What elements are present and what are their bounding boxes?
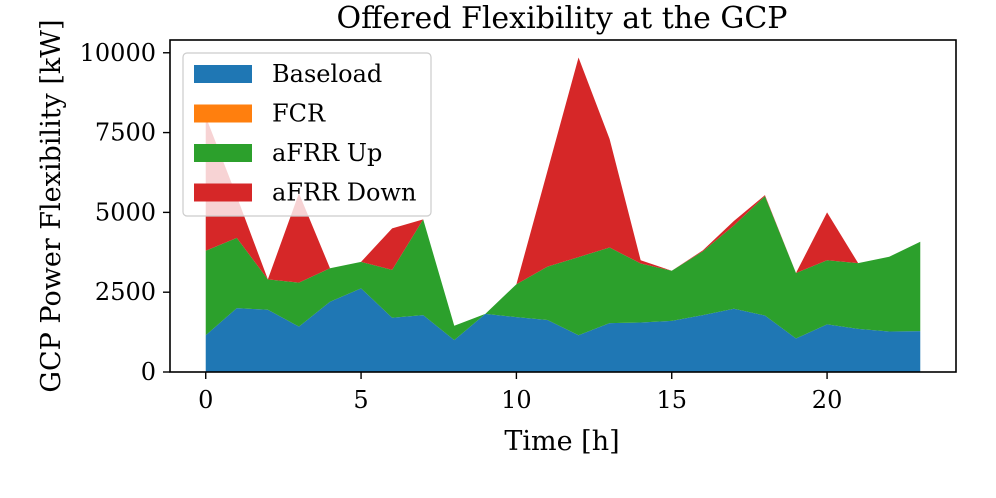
x-axis-ticks: 0 5 10 15 20 [198, 372, 842, 414]
legend-swatch-afrr-up [194, 144, 252, 162]
x-tick-label: 5 [353, 386, 368, 414]
plot-frame [169, 39, 957, 373]
legend-label-afrr-down: aFRR Down [272, 179, 416, 207]
y-axis-ticks: 0 2500 5000 7500 10000 [80, 39, 170, 386]
y-axis-label: GCP Power Flexibility [kW] [36, 19, 67, 392]
y-tick-label: 0 [141, 358, 156, 386]
y-tick-label: 7500 [95, 119, 156, 147]
x-axis-label: Time [h] [504, 426, 619, 457]
legend-swatch-baseload [194, 65, 252, 83]
y-tick-label: 10000 [80, 39, 156, 67]
x-tick-label: 20 [812, 386, 843, 414]
y-tick-label: 5000 [95, 198, 156, 226]
area-afrr-down [205, 57, 921, 326]
area-layers [205, 57, 921, 372]
legend-label-afrr-up: aFRR Up [272, 139, 382, 167]
legend-label-baseload: Baseload [272, 60, 382, 88]
legend-swatch-fcr [194, 104, 252, 123]
legend-box [182, 52, 432, 217]
legend: Baseload FCR aFRR Up aFRR Down [182, 52, 432, 217]
legend-label-fcr: FCR [272, 100, 326, 128]
area-afrr-up [205, 196, 921, 341]
x-tick-label: 15 [656, 386, 687, 414]
chart-title: Offered Flexibility at the GCP [337, 1, 788, 36]
x-tick-label: 0 [198, 386, 213, 414]
y-tick-label: 2500 [95, 278, 156, 306]
legend-swatch-afrr-down [194, 183, 252, 202]
x-tick-label: 10 [501, 386, 532, 414]
area-baseload [205, 288, 921, 372]
